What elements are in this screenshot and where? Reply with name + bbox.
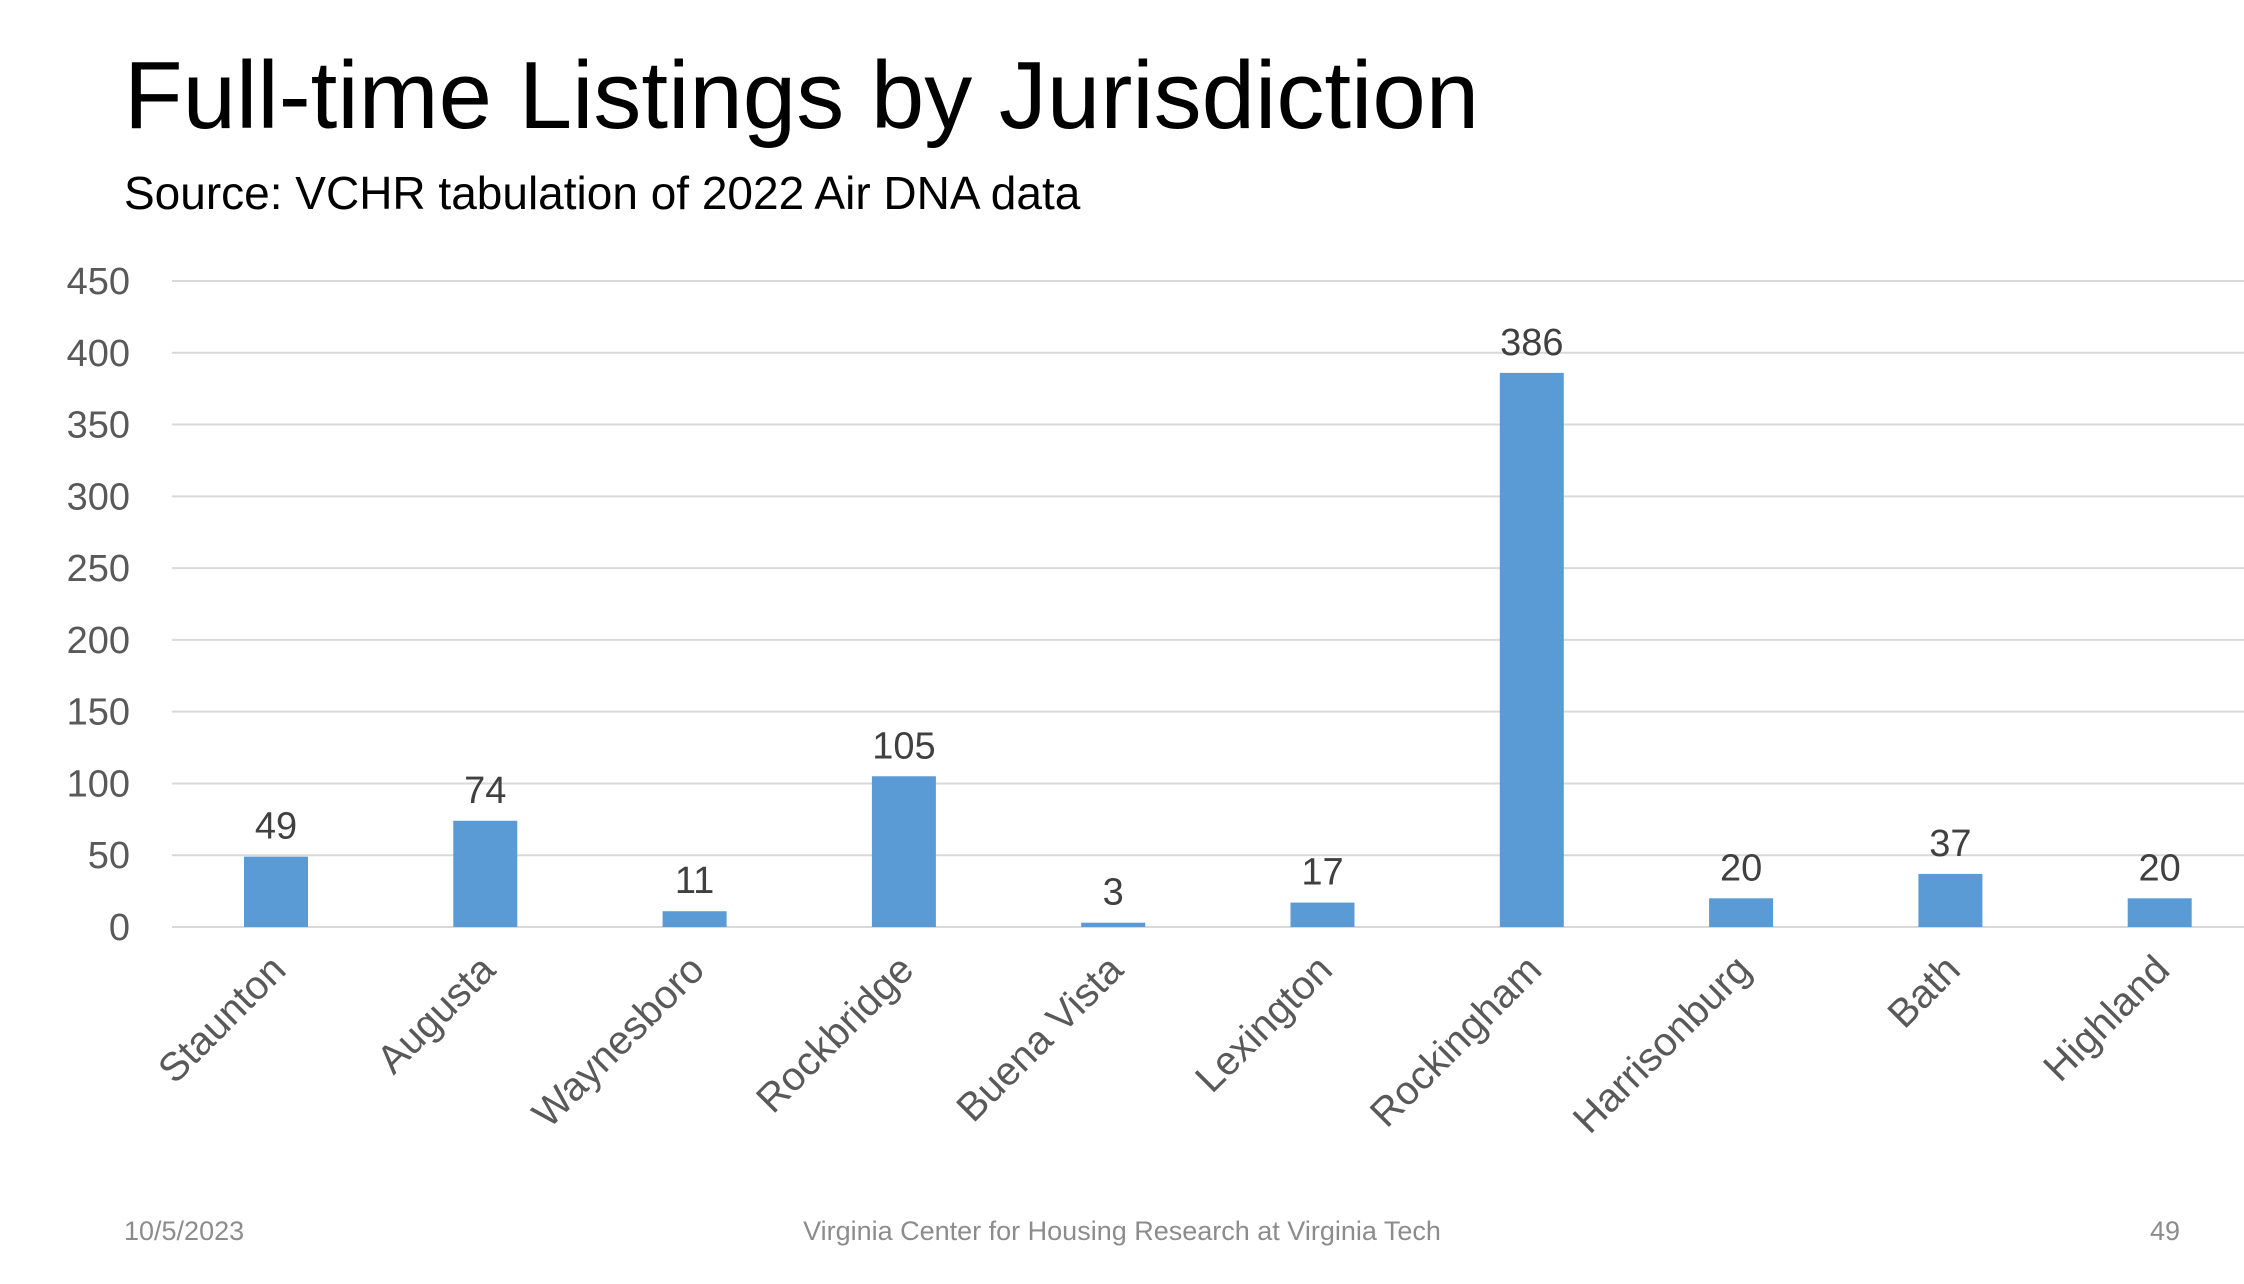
- bar: [244, 856, 308, 927]
- y-tick-label: 350: [67, 405, 130, 447]
- category-label: Staunton: [150, 947, 294, 1091]
- page-number: 49: [2149, 1216, 2180, 1246]
- data-label: 11: [675, 860, 714, 902]
- category-label: Augusta: [369, 947, 504, 1082]
- data-label: 49: [255, 806, 297, 848]
- category-label: Lexington: [1187, 947, 1341, 1101]
- data-label: 20: [2139, 847, 2181, 889]
- data-labels: 49 74 11 105 3 17 386 20 37 20: [255, 322, 2181, 914]
- y-tick-label: 250: [67, 548, 130, 590]
- category-label: Highland: [2035, 947, 2178, 1090]
- data-label: 17: [1301, 852, 1343, 894]
- y-axis-ticks: 0 50 100 150 200 250 300 350 400 450: [67, 261, 130, 949]
- data-label: 74: [464, 770, 506, 812]
- y-tick-label: 150: [67, 692, 130, 734]
- bar: [1499, 372, 1564, 927]
- data-label: 20: [1720, 847, 1762, 889]
- data-label: 37: [1929, 823, 1971, 865]
- y-tick-label: 50: [88, 835, 130, 877]
- y-tick-label: 450: [67, 261, 130, 303]
- bar: [871, 776, 936, 927]
- category-label: Buena Vista: [948, 947, 1132, 1131]
- footer-organization: Virginia Center for Housing Research at …: [803, 1216, 1441, 1246]
- data-label: 3: [1103, 872, 1124, 914]
- y-tick-label: 100: [67, 763, 130, 805]
- bar: [453, 820, 518, 927]
- y-tick-label: 400: [67, 333, 130, 375]
- slide-subtitle: Source: VCHR tabulation of 2022 Air DNA …: [124, 167, 1081, 219]
- bars: [244, 372, 2192, 927]
- bar: [1709, 898, 1774, 927]
- y-tick-label: 300: [67, 476, 130, 518]
- category-label: Waynesboro: [524, 947, 713, 1136]
- data-label: 386: [1500, 322, 1563, 364]
- data-label: 105: [872, 725, 935, 767]
- category-label: Rockbridge: [748, 947, 922, 1121]
- slide-title: Full-time Listings by Jurisdiction: [124, 42, 1480, 149]
- x-axis-categories: Staunton Augusta Waynesboro Rockbridge Buena…: [150, 947, 2178, 1142]
- bar: [662, 911, 727, 927]
- y-tick-label: 200: [67, 620, 130, 662]
- y-tick-label: 0: [109, 907, 130, 949]
- category-label: Rockingham: [1362, 947, 1550, 1135]
- footer-date: 10/5/2023: [124, 1216, 245, 1246]
- bar: [1290, 902, 1355, 927]
- category-label: Harrisonburg: [1565, 947, 1760, 1142]
- gridlines: [172, 280, 2244, 928]
- bar: [1081, 922, 1146, 927]
- bar: [1918, 873, 1983, 927]
- category-label: Bath: [1879, 947, 1968, 1036]
- bar: [2127, 898, 2192, 927]
